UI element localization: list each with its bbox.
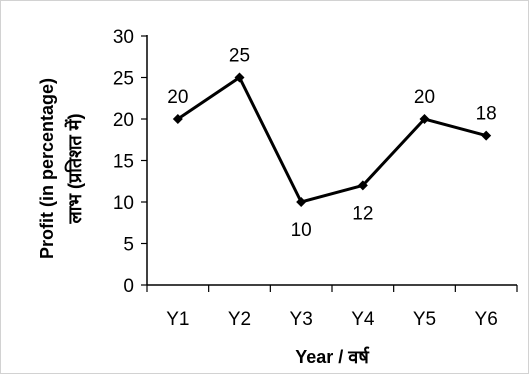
y-tick-label: 0 [123,276,134,297]
y-axis-title-line: लाभ (प्रतिशत में) [64,114,85,225]
data-point [481,130,492,141]
x-tick-label: Y5 [413,309,436,330]
data-point [357,180,368,191]
axes [146,35,517,286]
x-tick-label: Y1 [166,309,189,330]
y-tick-label: 20 [113,110,134,131]
data-markers [172,72,492,207]
y-axis-ticks: 0 5 10 15 20 25 30 [113,27,147,297]
data-label: 20 [414,87,435,108]
data-label: 12 [352,203,373,224]
x-axis-ticks: Y1 Y2 Y3 Y4 Y5 Y6 [146,285,518,330]
series-line [176,75,487,204]
data-labels: 20 25 10 12 20 18 [167,46,496,242]
data-label: 25 [229,46,250,67]
x-axis-title: Year / वर्ष [295,346,369,367]
data-label: 18 [476,104,497,125]
x-tick-label: Y2 [228,309,251,330]
data-point [234,72,245,83]
data-label: 20 [167,87,188,108]
y-axis-title-line: Profit (in percentage) [37,78,57,259]
y-tick-label: 10 [113,193,134,214]
data-point [296,197,307,207]
y-tick-label: 15 [113,152,134,173]
data-point [172,114,183,124]
y-tick-label: 30 [113,27,134,48]
y-tick-label: 25 [113,69,134,90]
y-axis-title: Profit (in percentage) लाभ (प्रतिशत में) [37,78,85,259]
y-tick-label: 5 [123,235,134,256]
data-point [419,114,430,124]
x-tick-label: Y3 [290,309,313,330]
x-tick-label: Y4 [351,309,375,330]
data-label: 10 [291,220,312,241]
x-tick-label: Y6 [475,309,498,330]
